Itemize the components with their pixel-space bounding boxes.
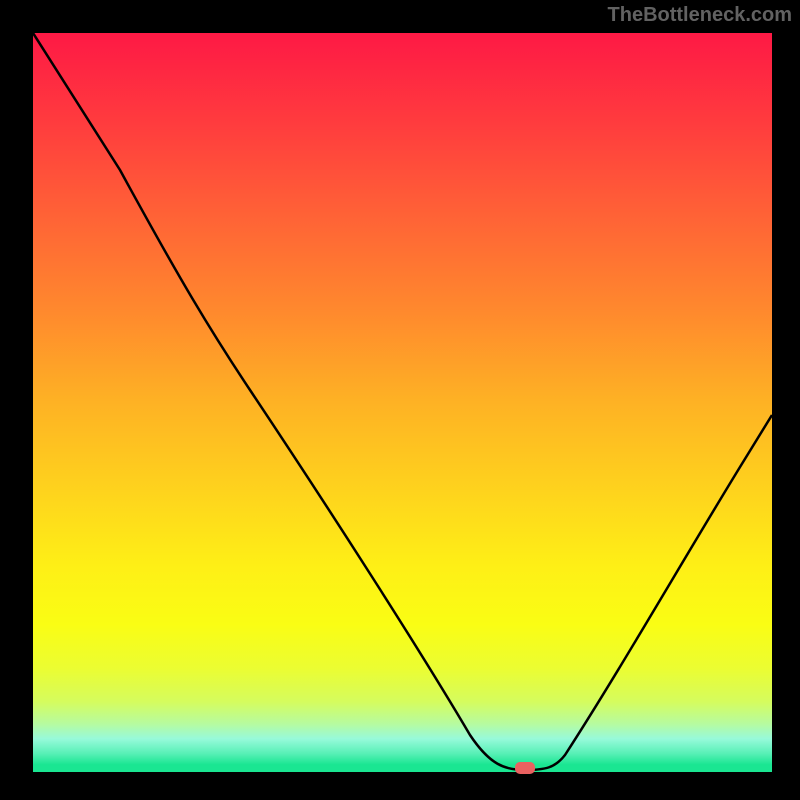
gradient-background — [33, 33, 772, 772]
watermark-text: TheBottleneck.com — [608, 4, 792, 27]
plot-svg — [33, 33, 772, 772]
chart-container: TheBottleneck.com — [0, 0, 800, 800]
optimal-point-marker — [515, 762, 535, 774]
